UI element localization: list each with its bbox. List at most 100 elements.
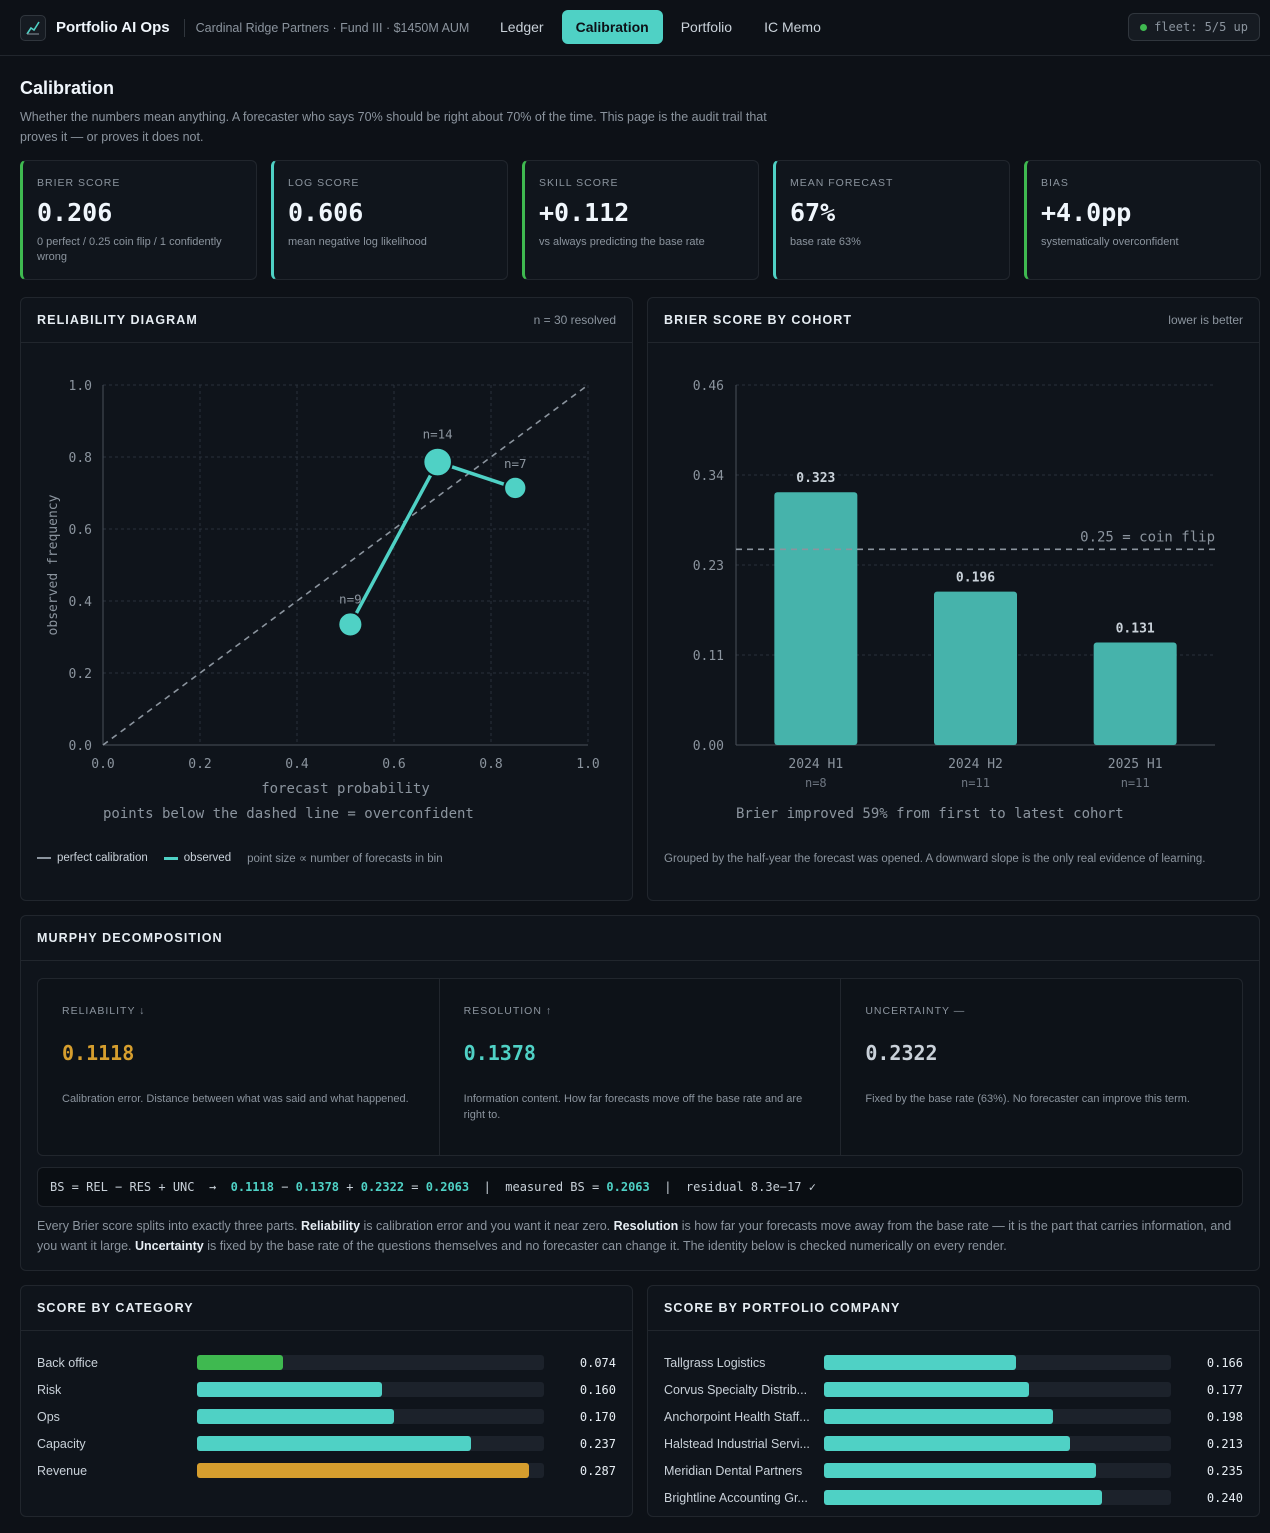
y-tick-label: 0.23 — [693, 559, 724, 574]
main-nav: Ledger Calibration Portfolio IC Memo — [486, 10, 835, 44]
murphy-label: UNCERTAINTY — — [865, 1005, 966, 1017]
cohort-panel: BRIER SCORE BY COHORT lower is better 0.… — [647, 297, 1260, 901]
murphy-explanation: Every Brier score splits into exactly th… — [37, 1216, 1247, 1256]
murphy-reliability: RELIABILITY ↓ 0.1118 Calibration error. … — [38, 979, 440, 1155]
score-bar-track — [197, 1436, 544, 1451]
stat-value: 0.606 — [288, 198, 364, 227]
score-bar-track — [197, 1382, 544, 1397]
logo-icon[interactable] — [20, 14, 46, 41]
score-bar-fill — [824, 1382, 1029, 1397]
fleet-status-label: fleet: 5/5 up — [1154, 20, 1248, 34]
y-tick-label: 0.34 — [693, 469, 724, 484]
bar-value-label: 0.131 — [1116, 621, 1155, 636]
company-panel: SCORE BY PORTFOLIO COMPANY Tallgrass Log… — [647, 1285, 1260, 1517]
panel-title: RELIABILITY DIAGRAM — [37, 313, 198, 327]
score-row: Back office 0.074 — [37, 1349, 616, 1376]
score-row: Tallgrass Logistics 0.166 — [664, 1349, 1243, 1376]
perfect-calibration-line — [102, 384, 589, 746]
tab-portfolio[interactable]: Portfolio — [680, 19, 733, 35]
x-tick-label: 0.8 — [479, 757, 502, 772]
cohort-chart: 0.00 0.11 0.23 0.34 0.46 0.323 2024 H1 n=8 0.196… — [693, 379, 1215, 822]
fund-label: Cardinal Ridge Partners · Fund III · $14… — [195, 20, 470, 35]
murphy-desc: Information content. How far forecasts m… — [463, 1093, 803, 1121]
murphy-formula: BS = REL − RES + UNC → 0.1118 − 0.1378 +… — [37, 1167, 1243, 1207]
point-label: n=7 — [504, 456, 527, 471]
score-row-label: Anchorpoint Health Staff... — [664, 1409, 810, 1424]
score-row-label: Meridian Dental Partners — [664, 1463, 803, 1478]
panel-title: SCORE BY PORTFOLIO COMPANY — [664, 1301, 901, 1315]
score-row-value: 0.240 — [1206, 1490, 1243, 1505]
score-row-value: 0.166 — [1206, 1355, 1243, 1370]
score-row: Risk 0.160 — [37, 1376, 616, 1403]
y-tick-label: 0.8 — [69, 451, 92, 466]
y-tick-label: 0.2 — [69, 667, 92, 682]
stat-sub: base rate 63% — [790, 236, 861, 248]
panel-meta: n = 30 resolved — [533, 313, 616, 327]
formula-op: − — [273, 1180, 296, 1194]
score-row-label: Brightline Accounting Gr... — [664, 1490, 808, 1505]
score-bar-track — [824, 1490, 1171, 1505]
score-row-value: 0.170 — [579, 1409, 616, 1424]
panel-header: SCORE BY PORTFOLIO COMPANY — [648, 1286, 1259, 1331]
formula-bs: 0.2063 — [425, 1180, 470, 1194]
score-row-value: 0.177 — [1206, 1382, 1243, 1397]
x-tick-label: 0.6 — [382, 757, 405, 772]
panel-header: SCORE BY CATEGORY — [21, 1286, 632, 1331]
x-tick-label: 2024 H1 — [788, 757, 843, 772]
text-part: is fixed by the base rate of the questio… — [203, 1239, 1007, 1253]
fleet-status[interactable]: fleet: 5/5 up — [1128, 13, 1260, 41]
stat-sub: 0 perfect / 0.25 coin flip / 1 confident… — [37, 236, 222, 263]
stat-value: +4.0pp — [1041, 198, 1132, 227]
company-rows: Tallgrass Logistics 0.166 Corvus Specialty… — [648, 1331, 1259, 1511]
top-bar: Portfolio AI Ops Cardinal Ridge Partners… — [0, 0, 1270, 56]
score-row-value: 0.237 — [579, 1436, 616, 1451]
panel-title: SCORE BY CATEGORY — [37, 1301, 194, 1315]
score-row-label: Risk — [37, 1382, 62, 1397]
reliability-chart: 0.0 0.2 0.4 0.6 0.8 1.0 0.0 0.2 0.4 0.6 0.8 1.0 n=9 n… — [46, 379, 600, 822]
score-bar-track — [197, 1355, 544, 1370]
y-tick-label: 0.6 — [69, 523, 92, 538]
score-row: Capacity 0.237 — [37, 1430, 616, 1457]
murphy-value: 0.2322 — [865, 1041, 938, 1065]
score-row-value: 0.287 — [579, 1463, 616, 1478]
x-axis-label: forecast probability — [261, 781, 430, 797]
text-bold: Reliability — [300, 1219, 361, 1233]
murphy-desc: Calibration error. Distance between what… — [62, 1093, 409, 1105]
formula-op: = — [404, 1180, 426, 1194]
bar-value-label: 0.323 — [796, 471, 835, 486]
chart-annotation: points below the dashed line = overconfi… — [103, 806, 474, 822]
page-header: Calibration Whether the numbers mean any… — [0, 56, 1270, 147]
stat-bias: BIAS +4.0pp systematically overconfident — [1024, 160, 1261, 280]
score-bar-fill — [824, 1409, 1054, 1424]
score-row-label: Ops — [37, 1409, 60, 1424]
category-rows: Back office 0.074 Risk 0.160 Ops 0.170 Capacit… — [21, 1331, 632, 1484]
formula-rel: 0.1118 — [230, 1180, 274, 1194]
score-row-label: Corvus Specialty Distrib... — [664, 1382, 808, 1397]
formula-op: + — [339, 1180, 361, 1194]
murphy-panel: MURPHY DECOMPOSITION RELIABILITY ↓ 0.111… — [20, 915, 1260, 1271]
murphy-value: 0.1118 — [62, 1041, 135, 1065]
status-dot-icon — [1140, 23, 1148, 31]
score-row: Anchorpoint Health Staff... 0.198 — [664, 1403, 1243, 1430]
score-bar-fill — [197, 1409, 394, 1424]
score-row-value: 0.213 — [1206, 1436, 1243, 1451]
line-icon — [163, 856, 178, 860]
score-bar-fill — [197, 1463, 529, 1478]
panel-meta: lower is better — [1168, 313, 1243, 327]
score-bar-track — [824, 1409, 1171, 1424]
panel-header: RELIABILITY DIAGRAM n = 30 resolved — [21, 298, 632, 343]
observed-line-segment — [348, 461, 440, 626]
stat-sub: systematically overconfident — [1041, 236, 1179, 248]
tab-ledger[interactable]: Ledger — [500, 19, 544, 35]
x-tick-label: 2024 H2 — [948, 757, 1003, 772]
stat-log: LOG SCORE 0.606 mean negative log likeli… — [271, 160, 508, 280]
panel-header: BRIER SCORE BY COHORT lower is better — [648, 298, 1259, 343]
bar — [774, 492, 858, 745]
tab-calibration[interactable]: Calibration — [561, 10, 663, 44]
legend-item-observed: observed — [163, 852, 231, 864]
page-description: Whether the numbers mean anything. A for… — [20, 110, 767, 144]
x-tick-label: 2025 H1 — [1108, 757, 1163, 772]
y-axis-label: observed frequency — [46, 494, 61, 635]
tab-ic-memo[interactable]: IC Memo — [764, 19, 821, 35]
y-tick-label: 0.4 — [69, 595, 93, 610]
